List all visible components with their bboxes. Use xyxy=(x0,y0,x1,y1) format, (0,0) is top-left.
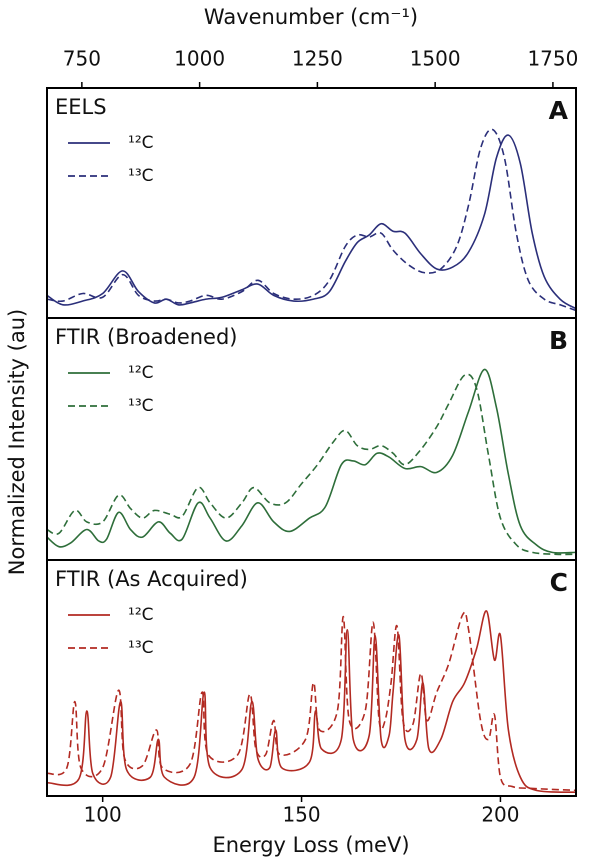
panel-letter: B xyxy=(549,326,568,355)
top-tick-label: 1500 xyxy=(410,47,461,71)
spectrum-line xyxy=(46,373,577,556)
legend-label: ¹³C xyxy=(128,166,154,186)
spectrum-line xyxy=(46,134,577,310)
x-tick-label: 200 xyxy=(481,803,519,827)
spectrum-line xyxy=(46,611,577,792)
top-tick-label: 1750 xyxy=(527,47,578,71)
panel-frame xyxy=(46,87,577,319)
legend-label: ¹²C xyxy=(128,133,154,153)
x-tick-label: 150 xyxy=(282,803,320,827)
panel-letter: C xyxy=(550,568,568,597)
legend-label: ¹³C xyxy=(128,638,154,658)
spectrum-line xyxy=(46,368,577,554)
panel-label: EELS xyxy=(55,95,107,119)
top-tick-label: 750 xyxy=(63,47,101,71)
y-axis-title: Normalized Intensity (au) xyxy=(5,309,29,575)
x-tick-label: 100 xyxy=(84,803,122,827)
legend-label: ¹²C xyxy=(128,605,154,625)
x-axis-title: Energy Loss (meV) xyxy=(212,833,409,857)
legend-label: ¹³C xyxy=(128,396,154,416)
panel-label: FTIR (As Acquired) xyxy=(55,567,248,591)
spectrum-line xyxy=(46,128,577,312)
top-axis-title: Wavenumber (cm⁻¹) xyxy=(204,5,418,29)
top-tick-label: 1000 xyxy=(174,47,225,71)
top-tick-label: 1250 xyxy=(292,47,343,71)
spectrum-line xyxy=(46,610,577,794)
panel-frame xyxy=(46,559,577,797)
panel-letter: A xyxy=(549,96,569,125)
legend-label: ¹²C xyxy=(128,363,154,383)
panel-label: FTIR (Broadened) xyxy=(55,325,238,349)
